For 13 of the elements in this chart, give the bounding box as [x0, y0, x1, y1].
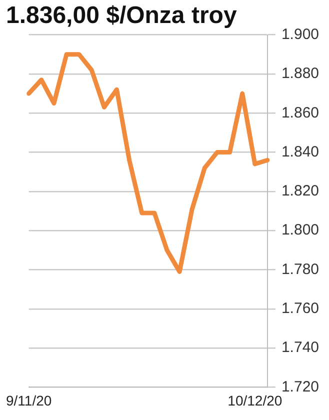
y-tick-label: 1.820: [281, 182, 320, 200]
x-tick-label: 10/12/20: [228, 392, 282, 408]
y-tick-label: 1.760: [281, 300, 320, 318]
y-tick-label: 1.780: [281, 260, 320, 278]
y-tick-label: 1.860: [281, 104, 320, 122]
y-tick-label: 1.720: [281, 378, 320, 396]
y-tick-label: 1.840: [281, 143, 320, 160]
y-tick-label: 1.740: [281, 339, 320, 356]
y-tick-label: 1.800: [281, 222, 320, 239]
x-tick-label: 9/11/20: [6, 392, 52, 408]
y-tick-label: 1.880: [281, 65, 320, 82]
chart-title: 1.836,00 $/Onza troy: [6, 2, 238, 30]
y-tick-label: 1.900: [281, 26, 320, 43]
